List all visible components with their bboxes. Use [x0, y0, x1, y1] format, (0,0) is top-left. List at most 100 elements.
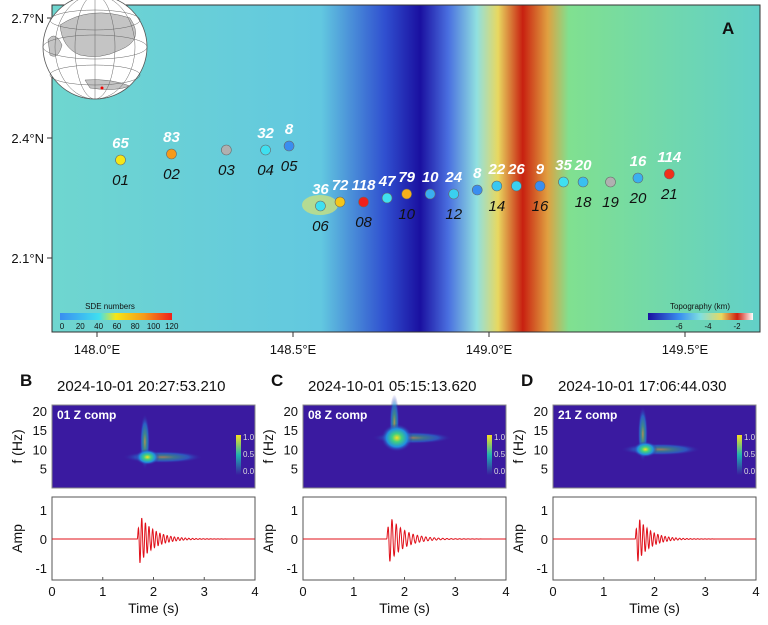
station-marker[interactable] [283, 140, 295, 152]
topo-colorbar-title: Topography (km) [670, 302, 730, 311]
station-03[interactable]: 03 [218, 144, 235, 179]
station-17[interactable]: 35 [555, 157, 572, 188]
time-tick-label: 0 [549, 584, 556, 599]
station-10[interactable]: 79 10 [398, 169, 415, 223]
freq-tick-label: 5 [541, 462, 548, 477]
spectrogram-peak [135, 449, 160, 466]
station-21[interactable]: 114 21 [657, 149, 682, 203]
station-marker[interactable] [221, 144, 232, 156]
station-marker[interactable] [424, 188, 436, 200]
spectrogram-tail [620, 443, 701, 456]
spectrogram [51, 404, 256, 489]
sde-count-label: 32 [257, 125, 274, 142]
freq-axis-label: f (Hz) [510, 429, 526, 463]
freq-tick-label: 15 [284, 423, 298, 438]
sde-colorbar-title: SDE numbers [85, 302, 135, 311]
amp-tick-label: 1 [40, 503, 47, 518]
map-panel-a: A 2.7°N 2.4°N 2.1°N 148.0°E 148.5°E 149.0°E 1… [11, 0, 761, 357]
colorbar-tick: 1.0 [494, 433, 506, 442]
station-13[interactable]: 8 [471, 165, 483, 196]
colorbar-tick: 0.5 [744, 450, 756, 459]
sde-count-label: 24 [444, 169, 462, 186]
station-id-label: 20 [629, 190, 647, 207]
station-09[interactable]: 47 [378, 173, 396, 204]
station-marker[interactable] [534, 180, 546, 192]
station-02[interactable]: 83 02 [163, 129, 180, 183]
station-07[interactable]: 72 [332, 177, 349, 208]
station-14[interactable]: 22 14 [487, 161, 505, 215]
station-19[interactable]: 19 [602, 176, 620, 211]
station-marker[interactable] [471, 184, 483, 196]
station-id-label: 03 [218, 162, 235, 179]
station-marker[interactable] [605, 176, 616, 188]
station-05[interactable]: 8 05 [281, 121, 298, 175]
station-marker[interactable] [558, 176, 569, 188]
freq-axis-label: f (Hz) [9, 429, 25, 463]
sde-count-label: 22 [487, 161, 505, 178]
station-01[interactable]: 65 01 [112, 135, 129, 189]
station-id-label: 12 [445, 206, 462, 223]
station-marker[interactable] [260, 144, 271, 156]
station-06[interactable]: 36 06 [312, 181, 329, 235]
station-marker[interactable] [315, 200, 326, 212]
amp-tick-label: -1 [536, 561, 548, 576]
sde-count-label: 8 [285, 121, 294, 138]
time-axis-label: Time (s) [629, 600, 680, 616]
station-16[interactable]: 9 16 [532, 161, 549, 215]
freq-tick-label: 5 [40, 462, 47, 477]
station-marker[interactable] [166, 148, 177, 160]
spectrogram-colorbar [487, 435, 492, 475]
topo-colorbar-tick: -2 [733, 322, 741, 331]
sde-count-label: 79 [398, 169, 415, 186]
station-marker[interactable] [115, 154, 126, 166]
station-marker[interactable] [381, 192, 393, 204]
station-marker[interactable] [511, 180, 522, 192]
station-marker[interactable] [401, 188, 412, 200]
component-label: 08 Z comp [308, 408, 367, 422]
event-panel-b: B 2024-10-01 20:27:53.210 01 Z comp 1.0 0.5 0… [9, 371, 259, 616]
freq-tick-label: 5 [291, 462, 298, 477]
station-marker[interactable] [632, 172, 644, 184]
sde-count-label: 114 [657, 149, 682, 166]
station-marker[interactable] [334, 196, 346, 208]
study-area-marker [100, 86, 104, 90]
sde-count-label: 118 [352, 177, 377, 194]
topo-colorbar-tick: -6 [675, 322, 683, 331]
component-label: 21 Z comp [558, 408, 617, 422]
station-15[interactable]: 26 [507, 161, 525, 192]
sde-count-label: 20 [574, 157, 592, 174]
station-04[interactable]: 32 04 [257, 125, 274, 179]
station-marker[interactable] [664, 168, 675, 180]
colorbar-tick: 0.0 [243, 467, 255, 476]
sde-count-label: 36 [312, 181, 329, 198]
station-id-label: 04 [257, 162, 274, 179]
component-label: 01 Z comp [57, 408, 116, 422]
time-tick-label: 2 [150, 584, 157, 599]
sde-colorbar-bar [60, 313, 172, 320]
panel-label: B [20, 371, 32, 390]
freq-tick-label: 10 [534, 442, 548, 457]
station-11[interactable]: 10 [422, 169, 439, 200]
freq-tick-label: 15 [534, 423, 548, 438]
station-marker[interactable] [491, 180, 503, 192]
station-08[interactable]: 118 08 [352, 177, 377, 231]
colorbar-tick: 1.0 [744, 433, 756, 442]
spectrogram-tail [122, 451, 203, 464]
station-12[interactable]: 24 12 [444, 169, 462, 223]
time-tick-label: 1 [350, 584, 357, 599]
freq-axis-label: f (Hz) [260, 429, 276, 463]
station-marker[interactable] [448, 188, 460, 200]
time-tick-label: 3 [452, 584, 459, 599]
station-marker[interactable] [358, 196, 369, 208]
station-marker[interactable] [577, 176, 589, 188]
freq-tick-label: 15 [33, 423, 47, 438]
time-axis-label: Time (s) [128, 600, 179, 616]
sde-colorbar-tick: 60 [112, 322, 121, 331]
amp-tick-label: 0 [291, 532, 298, 547]
spectrogram-peak [380, 423, 413, 452]
sde-count-label: 83 [163, 129, 180, 146]
colorbar-tick: 0.5 [243, 450, 255, 459]
sde-count-label: 8 [473, 165, 482, 182]
